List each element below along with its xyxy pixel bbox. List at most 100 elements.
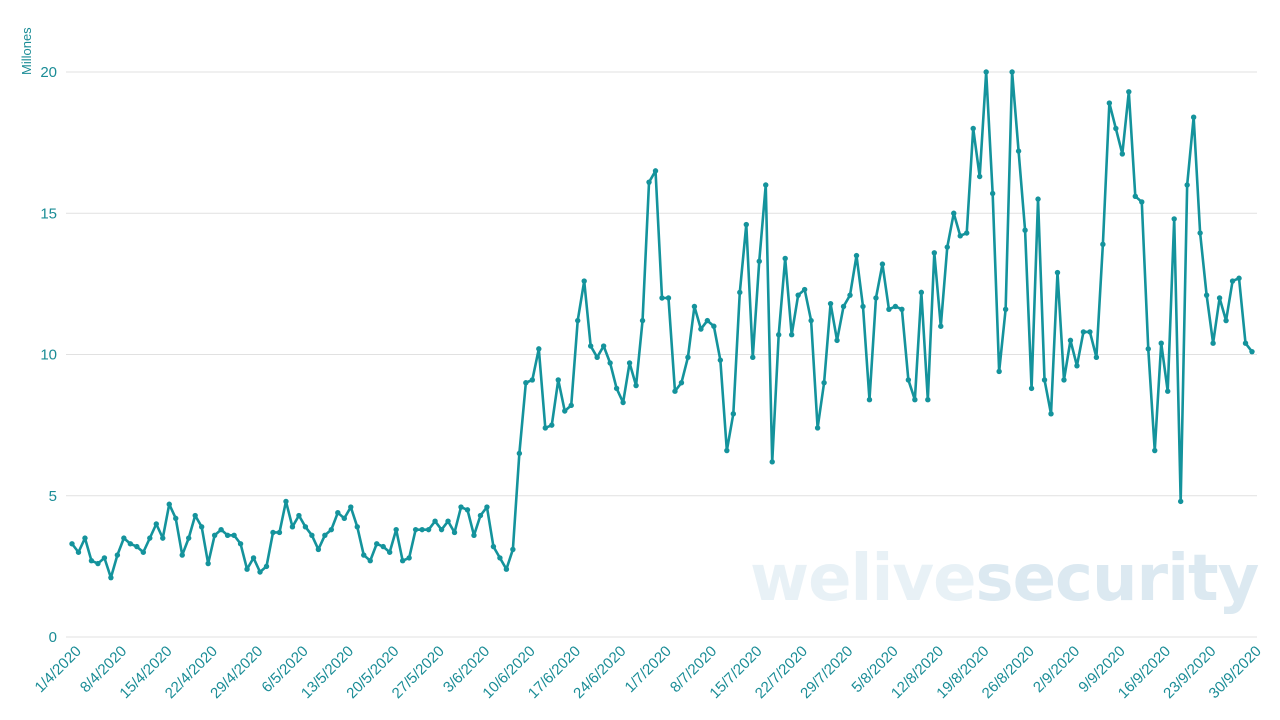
data-point	[348, 504, 354, 510]
data-point	[374, 541, 380, 547]
data-point	[464, 507, 471, 513]
data-point	[1061, 377, 1067, 383]
data-point	[1100, 241, 1106, 248]
data-point	[1035, 196, 1041, 202]
data-point	[853, 252, 860, 259]
data-point	[827, 300, 834, 307]
data-point	[568, 402, 574, 409]
data-point	[153, 521, 159, 527]
data-point	[134, 543, 140, 550]
data-point	[750, 354, 756, 361]
data-point	[419, 526, 425, 533]
data-point	[1126, 89, 1132, 95]
data-point	[166, 501, 172, 507]
data-point	[620, 399, 626, 406]
data-point	[737, 289, 743, 296]
data-point	[211, 532, 218, 538]
data-point	[289, 524, 296, 530]
data-point	[626, 360, 633, 366]
data-point	[1002, 306, 1009, 312]
y-axis-label: Millones	[19, 27, 34, 75]
data-point	[69, 541, 75, 547]
x-tick-label: 1/7/2020	[622, 643, 675, 696]
data-point	[581, 278, 587, 284]
data-point	[173, 515, 179, 522]
data-point	[698, 326, 704, 332]
data-point	[140, 549, 147, 555]
data-point	[925, 397, 931, 403]
data-point	[1223, 317, 1229, 324]
data-point	[335, 510, 341, 516]
data-point	[341, 515, 348, 522]
data-point	[607, 360, 613, 366]
data-point	[536, 346, 542, 352]
data-point	[1041, 377, 1048, 383]
data-point	[562, 408, 568, 414]
data-point	[198, 524, 205, 530]
data-point	[691, 303, 698, 310]
data-point	[678, 380, 685, 386]
data-point	[996, 368, 1002, 375]
data-point	[529, 377, 536, 383]
data-point	[1028, 385, 1035, 392]
data-point	[659, 295, 665, 301]
data-point	[82, 535, 88, 541]
data-point	[1203, 292, 1210, 298]
gridlines	[66, 71, 1257, 638]
data-point	[989, 190, 996, 197]
data-point	[769, 459, 775, 465]
data-point	[866, 397, 873, 403]
data-point	[1190, 114, 1197, 120]
data-point	[328, 526, 335, 533]
data-point	[905, 377, 912, 383]
data-point	[976, 173, 983, 180]
data-point	[399, 558, 406, 564]
data-point	[322, 532, 328, 538]
data-point	[542, 425, 548, 431]
x-tick-labels: 1/4/20208/4/202015/4/202022/4/202029/4/2…	[32, 643, 1265, 702]
watermark-security: security	[976, 542, 1259, 616]
data-point	[931, 250, 938, 256]
data-point	[672, 388, 678, 394]
data-point	[1087, 329, 1093, 335]
data-point	[834, 337, 840, 344]
data-point	[179, 552, 185, 558]
data-point	[393, 526, 399, 533]
y-tick-label: 15	[40, 205, 57, 222]
data-point	[270, 529, 276, 536]
data-point	[276, 529, 283, 536]
data-point	[445, 518, 451, 524]
data-point	[1177, 498, 1184, 505]
data-point	[88, 558, 95, 564]
data-point	[646, 179, 652, 185]
data-point	[899, 306, 905, 312]
data-point	[361, 552, 367, 558]
data-point	[639, 317, 646, 324]
data-point	[231, 532, 237, 538]
data-point	[1242, 340, 1249, 346]
data-point	[263, 563, 270, 570]
data-point	[438, 526, 445, 533]
data-point	[114, 552, 121, 558]
data-point	[873, 295, 879, 301]
data-point	[458, 504, 464, 510]
data-point	[1054, 269, 1061, 276]
data-point	[497, 555, 503, 561]
data-point	[1158, 340, 1164, 346]
data-point	[1165, 388, 1171, 394]
data-point	[944, 244, 950, 250]
series	[69, 69, 1255, 581]
data-point	[218, 526, 224, 533]
data-point	[1152, 447, 1158, 454]
data-point	[847, 292, 853, 298]
data-point	[633, 382, 639, 389]
x-tick-label: 2/9/2020	[1030, 643, 1083, 696]
data-point	[380, 543, 386, 550]
data-point	[1132, 193, 1139, 199]
data-point	[516, 450, 523, 457]
data-point	[1171, 216, 1177, 222]
data-point	[523, 380, 529, 386]
data-point	[1067, 337, 1074, 344]
data-point	[1015, 148, 1022, 154]
